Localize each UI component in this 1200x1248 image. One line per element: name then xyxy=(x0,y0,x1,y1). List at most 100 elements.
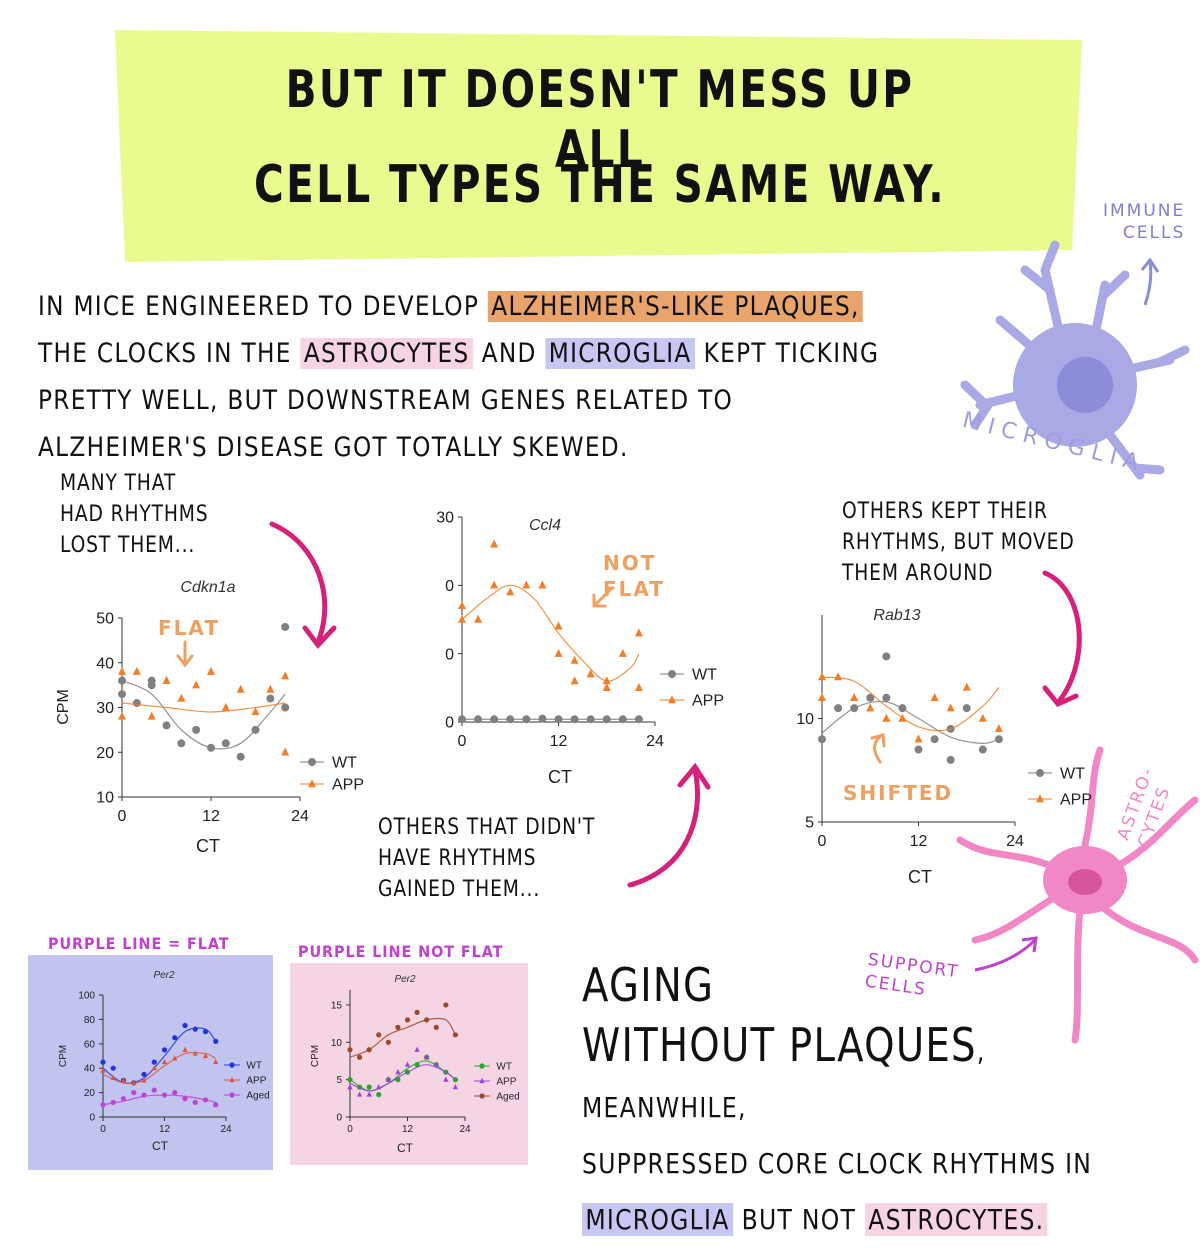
point xyxy=(850,693,859,701)
y-tick-label: 0 xyxy=(336,1113,342,1124)
point xyxy=(898,713,907,722)
point xyxy=(414,1046,420,1052)
note: OTHERS KEPT THEIR RHYTHMS, BUT MOVED THE… xyxy=(842,499,1075,586)
point xyxy=(834,704,843,713)
point xyxy=(182,1046,188,1052)
fit-line xyxy=(349,1017,456,1058)
point xyxy=(192,680,201,689)
note: OTHERS THAT DIDN'T HAVE RHYTHMS GAINED T… xyxy=(378,815,596,902)
y-tick-label: 80 xyxy=(84,1015,96,1026)
point xyxy=(474,715,483,724)
text: AND xyxy=(472,338,546,369)
point xyxy=(347,1083,353,1090)
legend-marker xyxy=(479,1093,485,1099)
fit-line xyxy=(821,676,1000,732)
point xyxy=(100,1059,106,1065)
point xyxy=(192,1050,198,1056)
x-tick-label: 12 xyxy=(402,1124,414,1135)
legend-label: WT xyxy=(332,755,357,772)
point xyxy=(131,1090,137,1096)
x-tick-label: 24 xyxy=(1006,833,1024,850)
arrow xyxy=(269,521,328,645)
point xyxy=(404,1061,411,1067)
point xyxy=(586,669,595,678)
y-tick-label: 0 xyxy=(445,715,454,732)
point xyxy=(347,1077,353,1083)
point xyxy=(161,1047,168,1053)
annotation: FLAT xyxy=(158,616,220,640)
x-axis-label: CT xyxy=(152,1139,169,1153)
arrow-head xyxy=(302,625,337,649)
point xyxy=(147,711,156,720)
point xyxy=(914,745,923,754)
point xyxy=(131,1079,137,1085)
point xyxy=(202,1097,209,1103)
legend-label: WT xyxy=(1060,766,1085,783)
y-tick-label: 10 xyxy=(331,1038,343,1049)
arrow xyxy=(592,586,614,608)
point xyxy=(554,621,563,630)
point xyxy=(538,580,547,589)
highlight: ALZHEIMER'S-LIKE PLAQUES, xyxy=(487,291,864,322)
title: CELL TYPES THE SAME WAY. xyxy=(254,155,946,215)
point xyxy=(120,1096,127,1102)
point xyxy=(236,752,245,761)
point xyxy=(634,715,643,724)
point xyxy=(818,672,826,681)
point xyxy=(118,690,126,699)
point xyxy=(182,1096,188,1102)
point xyxy=(930,735,939,744)
point xyxy=(182,1022,188,1029)
x-tick-label: 0 xyxy=(100,1124,106,1135)
point xyxy=(433,1061,439,1067)
small-arrows xyxy=(176,586,886,764)
point xyxy=(110,1099,116,1105)
y-axis-label: CPM xyxy=(58,1045,69,1067)
point xyxy=(281,703,290,712)
legend-marker xyxy=(479,1063,485,1069)
point xyxy=(118,666,126,675)
highlight: MICROGLIA xyxy=(582,1203,733,1236)
legend-label: APP xyxy=(246,1076,266,1087)
point xyxy=(506,587,515,596)
point xyxy=(376,1091,382,1098)
text: , MEANWHILE, xyxy=(582,1035,986,1124)
point xyxy=(443,1076,449,1082)
point xyxy=(866,693,875,702)
arrow xyxy=(176,640,194,668)
point xyxy=(930,693,939,701)
legend-marker xyxy=(308,758,316,766)
line: WITHOUT PLAQUES, MEANWHILE, xyxy=(582,1015,1103,1136)
y-tick-label: 15 xyxy=(331,1000,343,1011)
point xyxy=(221,702,230,711)
process xyxy=(1106,796,1199,874)
point xyxy=(602,676,611,685)
point xyxy=(251,707,260,716)
branch xyxy=(1020,240,1065,340)
point xyxy=(522,580,531,589)
astrocyte-nucleus xyxy=(1068,869,1102,895)
point xyxy=(172,1035,178,1041)
point xyxy=(161,1092,168,1098)
point xyxy=(452,1032,459,1038)
title: BUT IT DOESN'T MESS UP ALL xyxy=(285,60,915,180)
point xyxy=(385,1039,391,1045)
point xyxy=(110,1065,116,1071)
fit-line xyxy=(102,1051,217,1084)
point xyxy=(141,1077,147,1083)
point xyxy=(818,735,826,744)
note: MANY THAT HAD RHYTHMS LOST THEM... xyxy=(60,471,209,558)
point xyxy=(570,715,579,724)
y-tick-label: 50 xyxy=(96,611,114,628)
y-tick-label: 0 xyxy=(445,646,454,663)
highlight: ASTROCYTES. xyxy=(864,1203,1048,1236)
legend-marker xyxy=(479,1077,485,1084)
point xyxy=(207,743,215,752)
fit-line xyxy=(461,584,640,682)
text: KEPT TICKING PRETTY WELL, BUT DOWNSTREAM… xyxy=(38,338,880,463)
point xyxy=(882,652,891,661)
point xyxy=(570,676,579,685)
y-tick-label: 0 xyxy=(445,578,454,595)
x-tick-label: 24 xyxy=(220,1124,232,1135)
decorations xyxy=(28,30,1199,1170)
